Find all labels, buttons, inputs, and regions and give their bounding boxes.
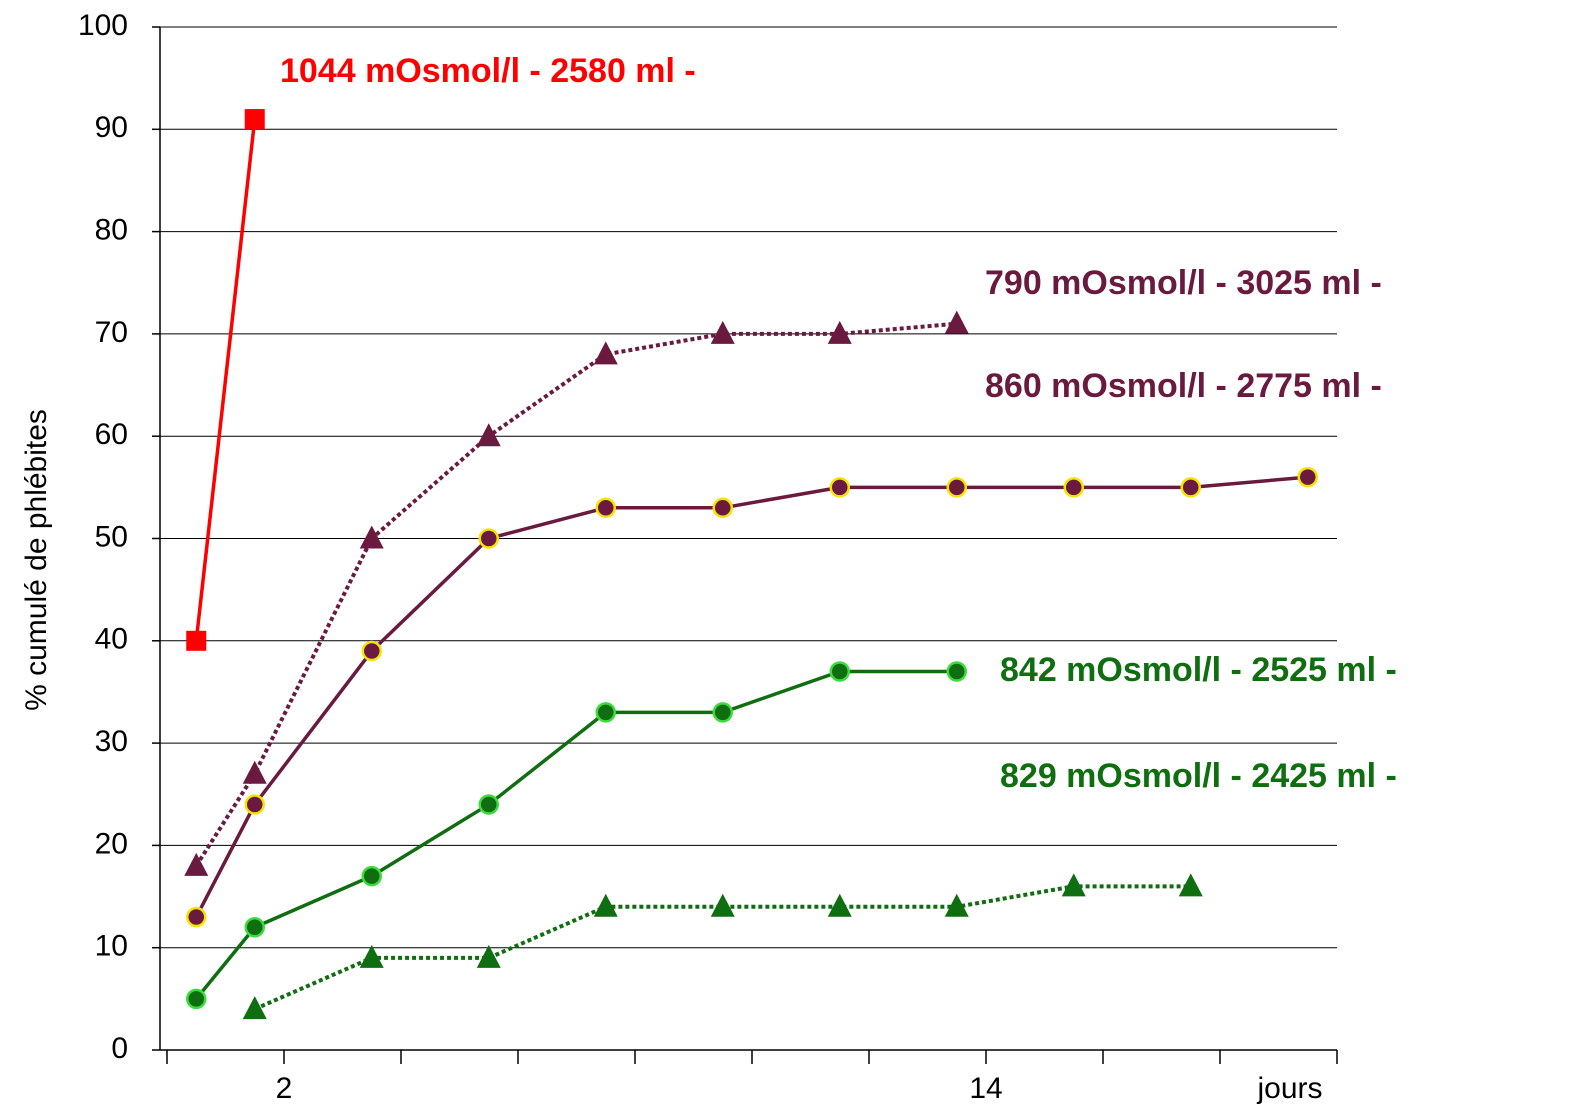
x-tick-label: 2 [276,1072,293,1105]
marker [831,478,849,496]
marker [246,918,264,936]
series-label: 860 mOsmol/l - 2775 ml - [985,367,1382,405]
marker [1299,468,1317,486]
y-tick-label: 70 [95,316,128,349]
marker [594,341,618,364]
y-tick-label: 80 [95,214,128,247]
y-tick-label: 90 [95,111,128,144]
series-label: 1044 mOsmol/l - 2580 ml - [280,52,696,90]
y-tick-label: 30 [95,725,128,758]
marker [597,499,615,517]
y-tick-label: 0 [111,1032,128,1065]
y-tick-label: 60 [95,418,128,451]
y-axis-label: % cumulé de phlébites [20,409,53,711]
y-tick-label: 40 [95,623,128,656]
marker [184,853,208,876]
series-label: 790 mOsmol/l - 3025 ml - [985,264,1382,302]
marker [945,311,969,334]
marker [1065,478,1083,496]
marker [597,703,615,721]
chart: % cumulé de phlébites jours 0 10 20 30 40 50 6… [0,0,1573,1119]
page: {"chart_data": {"type": "line", "y_label… [0,0,1573,1119]
series-line [196,119,255,641]
marker [363,642,381,660]
series-line [196,671,957,998]
y-tick-label: 10 [95,930,128,963]
marker [477,423,501,446]
marker [480,795,498,813]
marker [186,631,206,651]
series-label: 829 mOsmol/l - 2425 ml - [1000,757,1397,795]
x-tick-label: 14 [969,1072,1002,1105]
marker [1179,873,1203,896]
y-tick-label: 100 [78,9,128,42]
marker [246,795,264,813]
marker [714,499,732,517]
series-line [196,324,957,866]
marker [831,662,849,680]
marker [187,908,205,926]
marker [360,526,384,549]
marker [187,990,205,1008]
marker [948,478,966,496]
marker [948,662,966,680]
series-label: 842 mOsmol/l - 2525 ml - [1000,651,1397,689]
x-axis-label: jours [1256,1072,1322,1105]
marker [714,703,732,721]
y-tick-label: 50 [95,520,128,553]
marker [480,530,498,548]
marker [245,109,265,129]
marker [363,867,381,885]
y-tick-label: 20 [95,827,128,860]
marker [243,761,267,784]
marker [1182,478,1200,496]
marker [711,321,735,344]
